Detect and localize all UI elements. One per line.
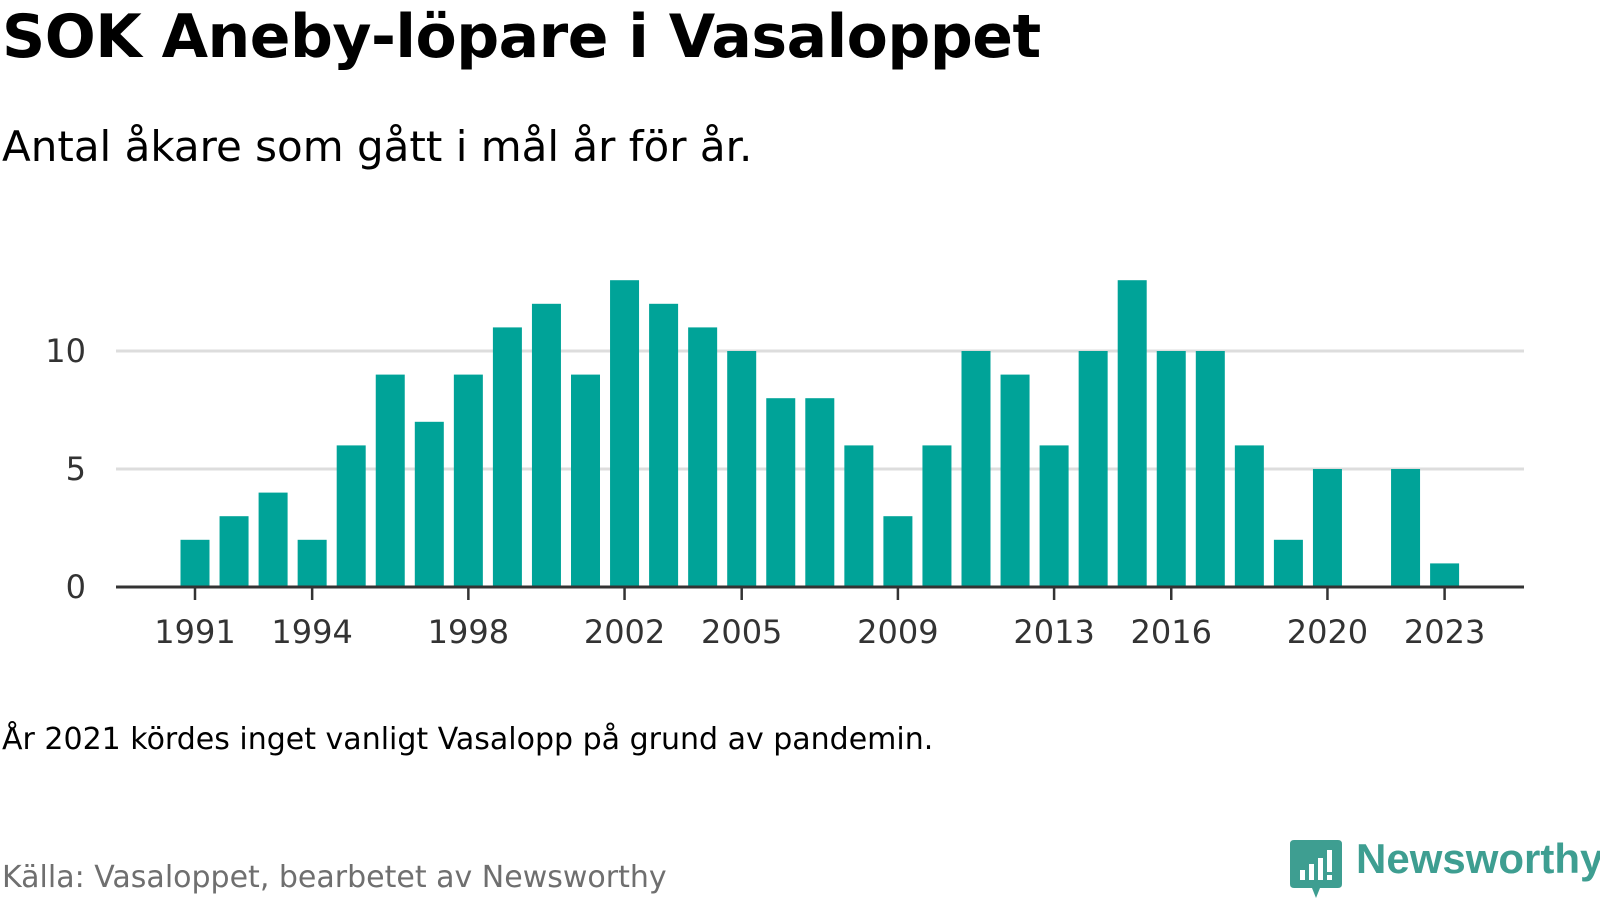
chart-subtitle: Antal åkare som gått i mål år för år. — [2, 122, 753, 171]
bar-2014 — [1078, 351, 1108, 587]
x-tick-label: 2023 — [1404, 613, 1485, 651]
bar-1993 — [258, 492, 288, 587]
x-tick-label: 2016 — [1131, 613, 1212, 651]
x-tick-label: 1991 — [154, 613, 235, 651]
bar-2022 — [1391, 469, 1421, 587]
bar-2013 — [1039, 445, 1069, 587]
bar-2019 — [1273, 539, 1303, 587]
x-tick-label: 1994 — [271, 613, 352, 651]
bar-2007 — [805, 398, 835, 587]
x-tick-label: 2020 — [1287, 613, 1368, 651]
bar-2002 — [610, 280, 640, 587]
bar-1992 — [219, 516, 249, 587]
bar-2003 — [649, 303, 679, 587]
bar-1994 — [297, 539, 327, 587]
bar-2018 — [1234, 445, 1264, 587]
x-tick-label: 2005 — [701, 613, 782, 651]
x-tick-label: 2013 — [1013, 613, 1094, 651]
chart-title: SOK Aneby-löpare i Vasaloppet — [2, 2, 1041, 72]
bar-2005 — [727, 351, 757, 587]
y-tick-label: 10 — [45, 332, 86, 370]
y-tick-label: 5 — [66, 450, 86, 488]
y-tick-label: 0 — [66, 568, 86, 606]
bar-2020 — [1312, 469, 1342, 587]
footnote: År 2021 kördes inget vanligt Vasalopp på… — [2, 722, 934, 757]
bar-2009 — [883, 516, 913, 587]
bar-1991 — [180, 539, 210, 587]
bar-1999 — [492, 327, 522, 587]
bar-2012 — [1000, 374, 1030, 587]
bar-2008 — [844, 445, 874, 587]
x-tick-label: 2009 — [857, 613, 938, 651]
newsworthy-logo-icon — [1290, 840, 1342, 898]
bar-2004 — [688, 327, 718, 587]
bar-2001 — [571, 374, 600, 587]
bar-1998 — [453, 374, 483, 587]
bar-2023 — [1430, 563, 1460, 587]
bar-2017 — [1195, 351, 1225, 587]
bar-1996 — [375, 374, 405, 587]
bar-1995 — [336, 445, 366, 587]
bar-2011 — [961, 351, 991, 587]
bar-chart: 0 5 10 1991 1994 1998 2002 2005 2009 2013 2016 2020… — [45, 280, 1524, 651]
x-tick-label: 2002 — [584, 613, 665, 651]
x-axis — [116, 585, 1524, 600]
bar-2015 — [1117, 280, 1147, 587]
x-tick-label: 1998 — [428, 613, 509, 651]
logo-text: Newsworthy — [1356, 835, 1600, 882]
bar-2016 — [1156, 351, 1186, 587]
source-text: Källa: Vasaloppet, bearbetet av Newswort… — [2, 860, 667, 895]
bar-2010 — [922, 445, 952, 587]
newsworthy-logo[interactable]: Newsworthy — [1290, 835, 1600, 900]
bar-1997 — [414, 421, 444, 587]
tick-labels: 0 5 10 1991 1994 1998 2002 2005 2009 2013 2016 2020… — [45, 332, 1485, 651]
bar-2006 — [766, 398, 796, 587]
bars — [180, 280, 1460, 587]
bar-2000 — [531, 303, 561, 587]
